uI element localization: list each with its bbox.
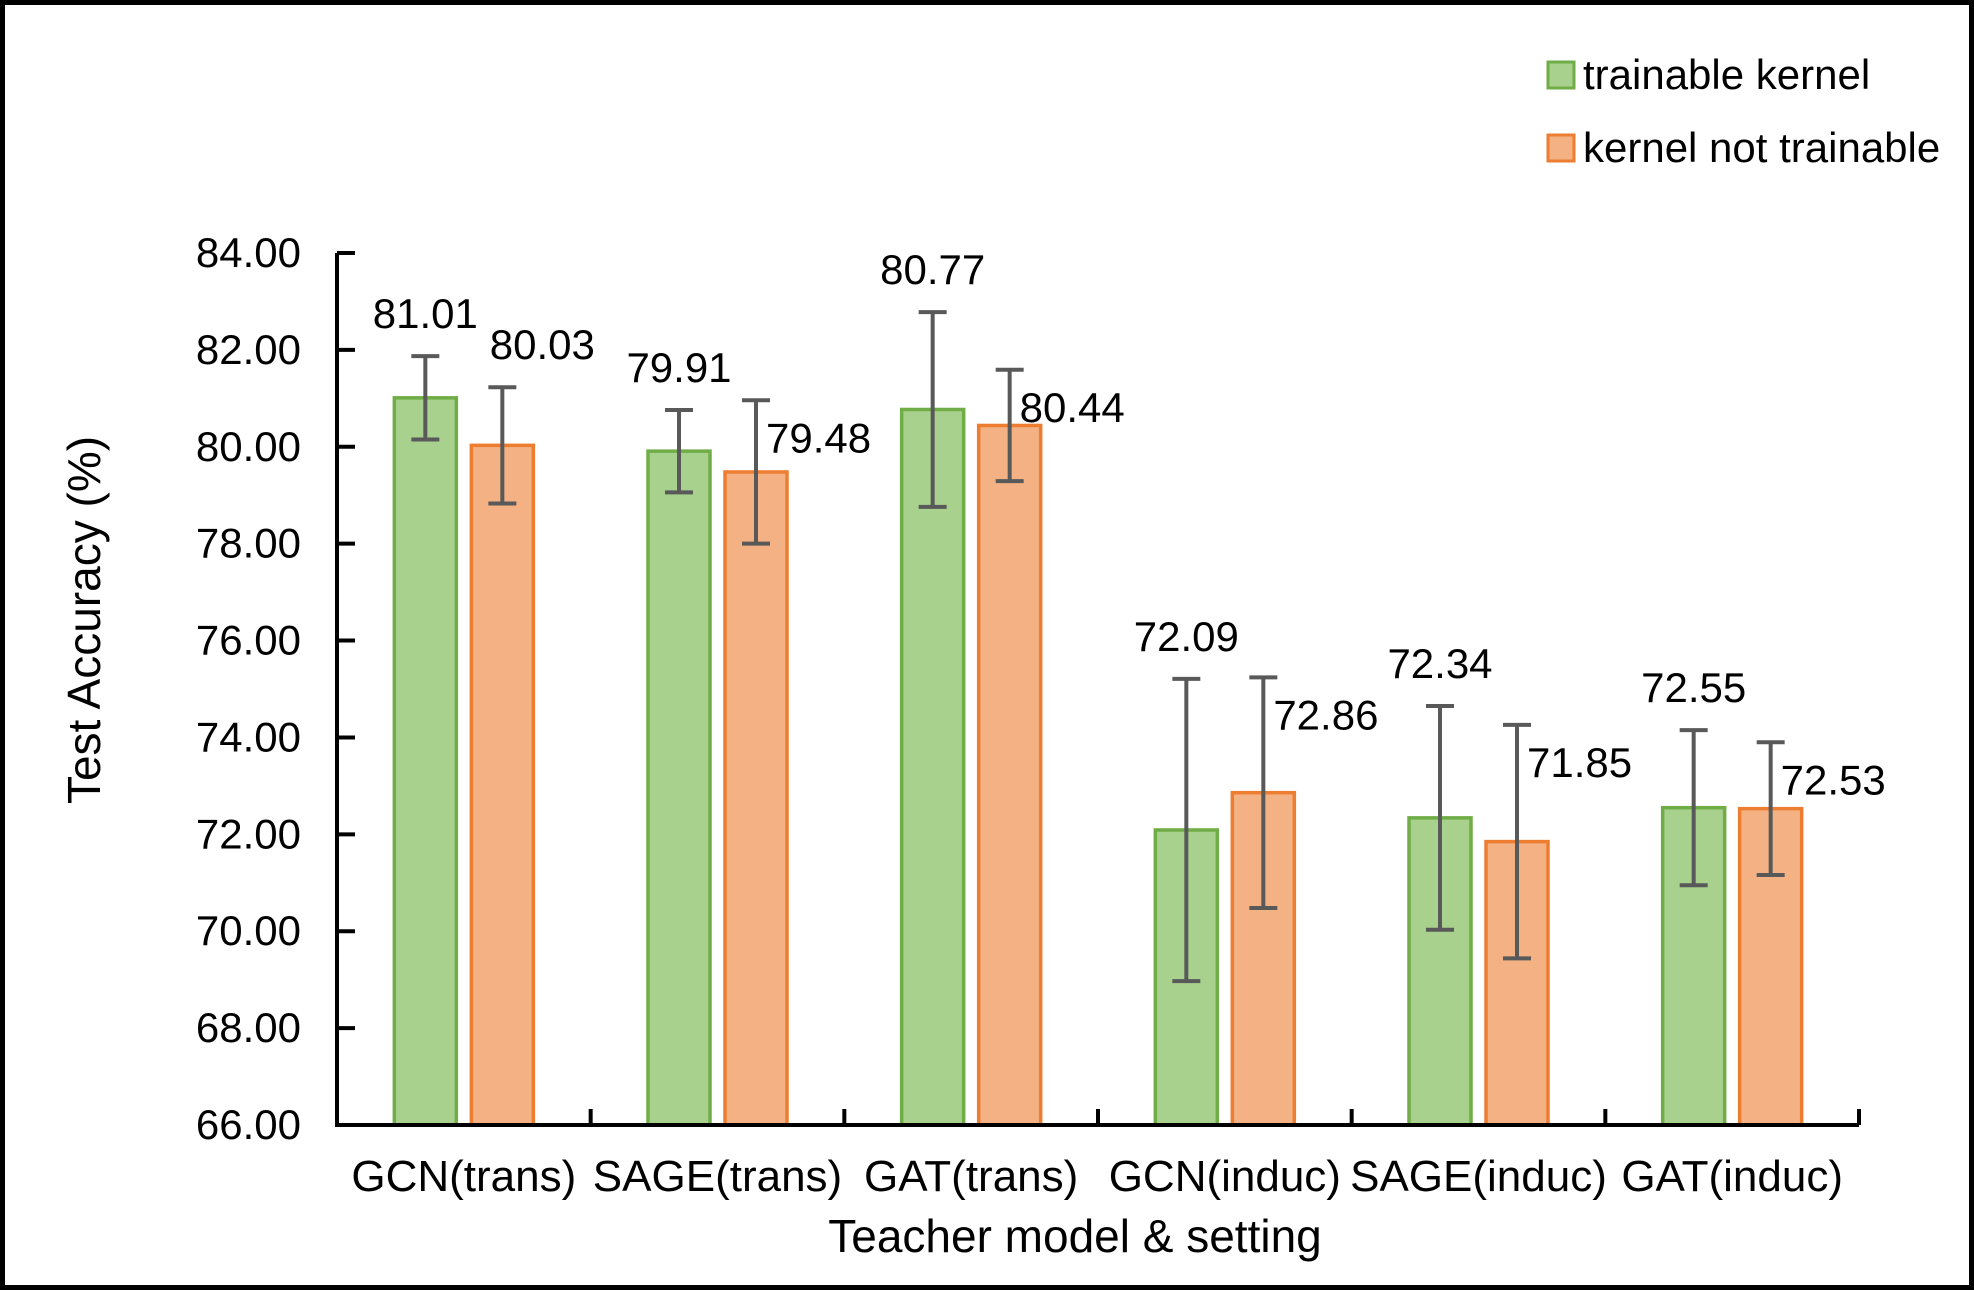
data-label-trainable-kernel-gat-induc: 72.55 [1641, 664, 1746, 711]
bar-kernel-not-trainable-gat-trans [976, 423, 1043, 1127]
y-tick-label: 68.00 [196, 1004, 301, 1051]
error-bars-layer [411, 310, 1785, 984]
data-label-kernel-not-trainable-sage-induc: 71.85 [1527, 739, 1632, 786]
data-label-kernel-not-trainable-gat-induc: 72.53 [1781, 756, 1886, 803]
y-axis-title: Test Accuracy (%) [58, 436, 110, 804]
axes-layer: 66.00 68.00 70.00 72.00 74.00 76.00 78.00 80.00… [196, 229, 1861, 1201]
x-category-label-sage-induc: SAGE(induc) [1350, 1152, 1607, 1201]
x-category-label-gat-trans: GAT(trans) [864, 1152, 1078, 1201]
data-label-trainable-kernel-gcn-induc: 72.09 [1134, 613, 1239, 660]
legend-swatch-kernel-not-trainable [1546, 133, 1576, 163]
y-tick-label: 82.00 [196, 326, 301, 373]
y-tick-label: 70.00 [196, 907, 301, 954]
legend-swatch-trainable-kernel [1546, 60, 1576, 90]
bar-trainable-kernel-gat-trans [899, 407, 966, 1127]
x-category-label-gcn-trans: GCN(trans) [351, 1152, 576, 1201]
data-label-kernel-not-trainable-gcn-trans: 80.03 [490, 321, 595, 368]
y-tick-label: 80.00 [196, 423, 301, 470]
legend: trainable kernel kernel not trainable [1546, 51, 1940, 171]
y-tick-label: 84.00 [196, 229, 301, 276]
bar-kernel-not-trainable-gcn-trans [469, 443, 536, 1127]
bar-kernel-not-trainable-sage-trans [723, 470, 789, 1127]
legend-label-trainable-kernel: trainable kernel [1583, 51, 1870, 98]
data-label-kernel-not-trainable-sage-trans: 79.48 [766, 414, 871, 461]
bar-trainable-kernel-gcn-trans [392, 396, 459, 1127]
data-labels-layer: 81.01 79.91 80.77 72.09 72.34 72.55 80.03 79.48… [373, 246, 1886, 803]
y-tick-label: 78.00 [196, 520, 301, 567]
bar-chart: 66.00 68.00 70.00 72.00 74.00 76.00 78.00 80.00… [58, 51, 1940, 1262]
x-category-label-gcn-induc: GCN(induc) [1109, 1152, 1341, 1201]
bar-trainable-kernel-sage-trans [646, 449, 712, 1127]
data-label-kernel-not-trainable-gcn-induc: 72.86 [1273, 691, 1378, 738]
data-label-kernel-not-trainable-gat-trans: 80.44 [1020, 384, 1125, 431]
data-label-trainable-kernel-sage-trans: 79.91 [626, 344, 731, 391]
y-tick-label: 66.00 [196, 1101, 301, 1148]
y-tick-label: 74.00 [196, 713, 301, 760]
data-label-trainable-kernel-sage-induc: 72.34 [1387, 640, 1492, 687]
y-tick-label: 72.00 [196, 810, 301, 857]
data-label-trainable-kernel-gcn-trans: 81.01 [373, 290, 478, 337]
data-label-trainable-kernel-gat-trans: 80.77 [880, 246, 985, 293]
x-category-label-sage-trans: SAGE(trans) [593, 1152, 842, 1201]
x-category-label-gat-induc: GAT(induc) [1621, 1152, 1843, 1201]
x-axis-title: Teacher model & setting [828, 1210, 1322, 1262]
legend-label-kernel-not-trainable: kernel not trainable [1583, 124, 1940, 171]
y-tick-label: 76.00 [196, 617, 301, 664]
